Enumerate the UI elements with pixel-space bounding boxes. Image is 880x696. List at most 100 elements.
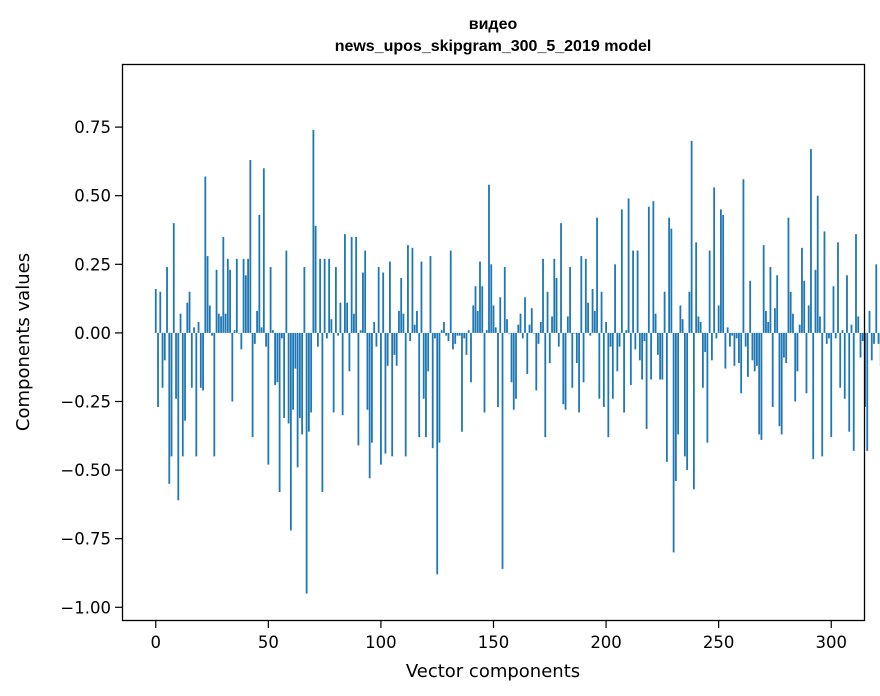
bar-294 bbox=[816, 195, 819, 333]
bar-226 bbox=[663, 291, 666, 333]
bar-98 bbox=[375, 332, 378, 347]
bar-231 bbox=[674, 332, 677, 482]
bar-42 bbox=[249, 160, 252, 333]
y-tick-label: 0.50 bbox=[74, 187, 111, 206]
bar-173 bbox=[544, 332, 547, 438]
bar-10 bbox=[177, 332, 180, 501]
bar-166 bbox=[528, 324, 531, 333]
bar-88 bbox=[353, 313, 355, 333]
bar-297 bbox=[823, 231, 826, 333]
bar-149 bbox=[490, 264, 493, 333]
bar-127 bbox=[440, 330, 443, 333]
bar-235 bbox=[683, 332, 686, 457]
bar-76 bbox=[325, 332, 328, 339]
bar-228 bbox=[668, 217, 671, 333]
bar-198 bbox=[600, 291, 603, 333]
y-tick-label: −1.00 bbox=[60, 598, 111, 617]
bar-229 bbox=[670, 228, 673, 333]
bar-70 bbox=[312, 129, 315, 333]
bar-252 bbox=[722, 214, 725, 333]
bar-202 bbox=[609, 332, 612, 347]
bar-131 bbox=[449, 250, 452, 333]
bar-282 bbox=[789, 291, 792, 333]
bar-81 bbox=[337, 332, 340, 336]
bar-296 bbox=[821, 332, 824, 457]
bar-209 bbox=[625, 330, 628, 333]
bar-119 bbox=[422, 332, 425, 399]
bar-55 bbox=[278, 332, 281, 493]
bar-172 bbox=[542, 258, 544, 333]
bar-244 bbox=[704, 332, 707, 353]
bar-293 bbox=[814, 269, 817, 333]
bar-18 bbox=[195, 332, 198, 457]
bar-96 bbox=[371, 332, 373, 443]
bar-261 bbox=[742, 179, 745, 333]
bar-260 bbox=[740, 332, 743, 394]
x-tick-label: 150 bbox=[478, 633, 510, 652]
x-axis-ticks: 0 50 100 150 200 250 300 bbox=[151, 621, 847, 652]
bar-150 bbox=[492, 305, 495, 333]
bar-208 bbox=[623, 332, 625, 413]
bar-59 bbox=[287, 332, 290, 424]
bar-280 bbox=[785, 332, 788, 364]
bar-253 bbox=[724, 332, 727, 369]
bar-157 bbox=[508, 332, 511, 334]
bar-196 bbox=[596, 217, 598, 333]
bar-225 bbox=[661, 332, 664, 380]
bar-52 bbox=[271, 330, 274, 333]
bar-243 bbox=[701, 332, 704, 388]
bar-177 bbox=[553, 258, 556, 333]
bar-254 bbox=[726, 327, 729, 333]
y-axis-ticks: 0.75 0.50 0.25 0.00 −0.25 −0.50 −0.75 −1.00 bbox=[60, 118, 122, 617]
bar-49 bbox=[265, 332, 267, 347]
bar-78 bbox=[330, 319, 333, 333]
y-tick-label: 0.25 bbox=[74, 255, 111, 274]
bar-163 bbox=[521, 332, 524, 339]
bar-43 bbox=[251, 332, 254, 438]
bar-167 bbox=[530, 308, 533, 333]
bar-73 bbox=[319, 258, 322, 333]
bar-4 bbox=[163, 332, 166, 361]
bar-33 bbox=[229, 269, 231, 333]
bar-161 bbox=[517, 324, 520, 333]
bar-50 bbox=[267, 332, 270, 465]
bar-255 bbox=[729, 332, 731, 347]
bar-197 bbox=[598, 332, 601, 399]
bar-5 bbox=[166, 267, 168, 333]
bar-77 bbox=[328, 258, 331, 333]
bar-143 bbox=[476, 310, 479, 333]
bar-110 bbox=[402, 313, 405, 333]
bar-118 bbox=[420, 261, 423, 333]
bar-174 bbox=[546, 291, 549, 333]
bar-200 bbox=[605, 321, 607, 333]
bar-102 bbox=[384, 332, 387, 454]
bar-307 bbox=[846, 275, 848, 333]
x-tick-label: 250 bbox=[703, 633, 735, 652]
bar-124 bbox=[434, 332, 436, 339]
bar-132 bbox=[452, 332, 454, 350]
bar-168 bbox=[533, 332, 535, 334]
bar-122 bbox=[429, 256, 432, 333]
bar-304 bbox=[839, 332, 842, 388]
bar-207 bbox=[620, 209, 623, 333]
bar-79 bbox=[332, 332, 335, 413]
bar-123 bbox=[431, 332, 434, 449]
bar-84 bbox=[344, 234, 346, 333]
bar-109 bbox=[400, 278, 403, 333]
bar-67 bbox=[305, 332, 308, 594]
plot-frame bbox=[121, 63, 866, 622]
bar-194 bbox=[591, 289, 594, 333]
bar-258 bbox=[735, 332, 738, 339]
bar-171 bbox=[539, 321, 542, 333]
bar-116 bbox=[416, 310, 418, 333]
bar-314 bbox=[861, 332, 864, 342]
bar-142 bbox=[474, 286, 477, 333]
bar-212 bbox=[632, 250, 634, 333]
bar-274 bbox=[771, 332, 774, 407]
bar-320 bbox=[875, 264, 878, 333]
bar-141 bbox=[472, 305, 475, 333]
bar-41 bbox=[247, 258, 249, 333]
bar-58 bbox=[285, 250, 288, 333]
bar-51 bbox=[269, 267, 272, 333]
bar-234 bbox=[681, 319, 684, 333]
